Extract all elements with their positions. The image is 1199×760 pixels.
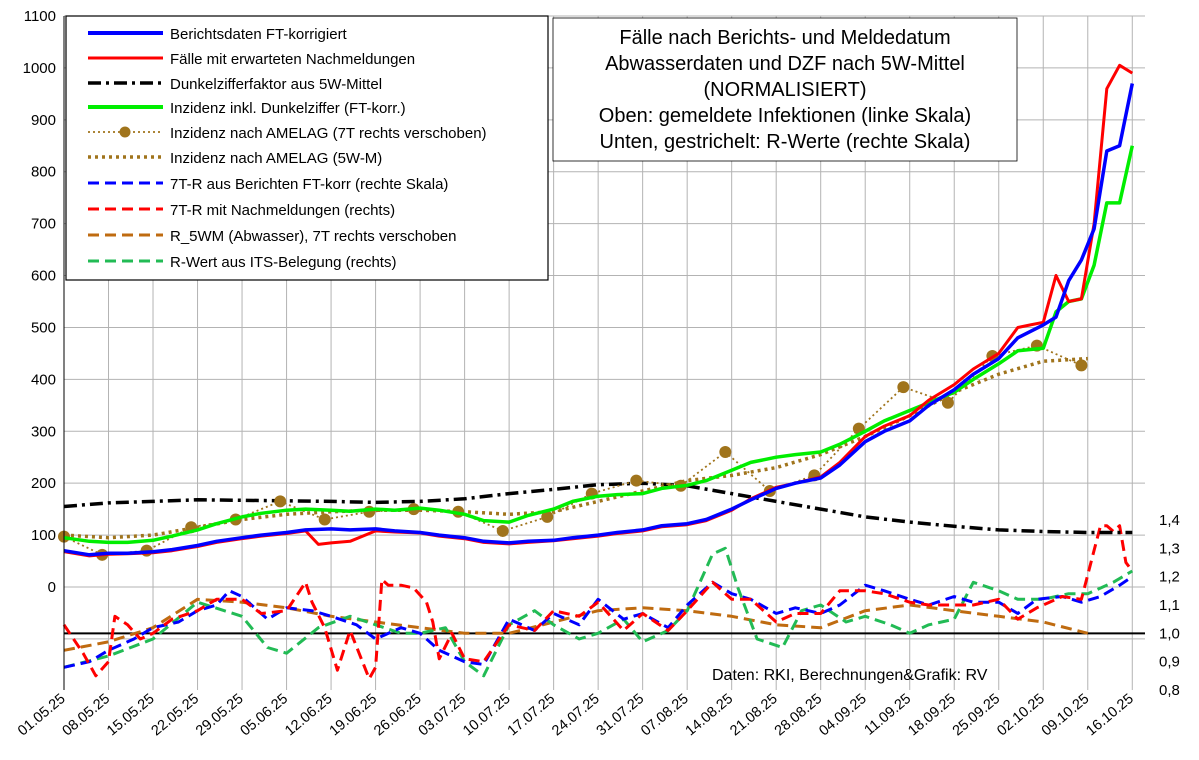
right-axis-ticks: 1,4 1,3 1,2 1,1 1,0 0,9 0,8: [1159, 512, 1180, 699]
right-tick-label: 0,8: [1159, 682, 1180, 699]
left-tick-label: 500: [31, 319, 56, 336]
left-tick-label: 300: [31, 423, 56, 440]
series-line-3: [63, 145, 1135, 545]
left-tick-label: 700: [31, 216, 56, 233]
series-line-4: [63, 344, 1082, 556]
amelag-marker: [719, 446, 732, 459]
legend-label-nachmeldungen: Fälle mit erwarteten Nachmeldungen: [170, 51, 415, 68]
left-tick-label: 200: [31, 475, 56, 492]
legend-marker-amelag-7t: [119, 126, 131, 138]
amelag-marker: [630, 474, 643, 487]
left-tick-label: 900: [31, 112, 56, 129]
chart-title-line-2: Abwasserdaten und DZF nach 5W-Mittel: [605, 53, 965, 75]
series-line-6: [63, 575, 1134, 669]
right-tick-label: 1,3: [1159, 540, 1180, 557]
amelag-marker: [1075, 359, 1088, 372]
amelag-marker: [541, 510, 554, 523]
series-line-2: [63, 481, 1133, 535]
series-line-5: [63, 356, 1088, 540]
amelag-marker: [941, 396, 954, 409]
series-line-0: [63, 83, 1135, 557]
title-box-frame: [552, 17, 1018, 162]
legend-label-berichtsdaten: Berichtsdaten FT-korrigiert: [170, 26, 348, 43]
left-tick-label: 400: [31, 371, 56, 388]
chart-title-line-4: Oben: gemeldete Infektionen (linke Skala…: [599, 105, 971, 127]
chart-title-box: Fälle nach Berichts- und Meldedatum Abwa…: [552, 17, 1018, 162]
left-tick-label: 0: [48, 579, 56, 596]
chart-title-line-3: (NORMALISIERT): [704, 79, 867, 101]
amelag-marker: [318, 513, 331, 526]
legend-label-r-its: R-Wert aus ITS-Belegung (rechts): [170, 254, 396, 271]
left-tick-label: 1100: [24, 8, 56, 25]
series-layer: [58, 63, 1145, 681]
legend-label-amelag-7t: Inzidenz nach AMELAG (7T rechts verschob…: [170, 125, 487, 142]
left-tick-label: 600: [31, 268, 56, 285]
legend-label-7t-r-nachmeldungen: 7T-R mit Nachmeldungen (rechts): [170, 202, 395, 219]
left-tick-label: 100: [31, 527, 56, 544]
data-credit: Daten: RKI, Berechnungen&Grafik: RV: [712, 667, 988, 684]
legend-label-amelag-5wm: Inzidenz nach AMELAG (5W-M): [170, 150, 382, 167]
legend-label-r-5wm-abwasser: R_5WM (Abwasser), 7T rechts verschoben: [170, 228, 457, 245]
legend-label-7t-r-berichte: 7T-R aus Berichten FT-korr (rechte Skala…: [170, 176, 448, 193]
amelag-marker: [897, 381, 910, 394]
left-tick-label: 1000: [23, 60, 56, 77]
legend: Berichtsdaten FT-korrigiert Fälle mit er…: [65, 15, 549, 281]
legend-label-dunkelzifferfaktor: Dunkelzifferfaktor aus 5W-Mittel: [170, 76, 382, 93]
amelag-marker: [274, 495, 287, 508]
right-tick-label: 0,9: [1159, 654, 1180, 671]
right-tick-label: 1,1: [1159, 597, 1180, 614]
left-tick-label: 800: [31, 164, 56, 181]
right-tick-label: 1,2: [1159, 569, 1180, 586]
right-tick-label: 1,0: [1159, 625, 1180, 642]
series-line-7: [62, 524, 1134, 681]
legend-label-inzidenz-dunkelziffer: Inzidenz inkl. Dunkelziffer (FT-korr.): [170, 100, 406, 117]
chart-title-line-5: Unten, gestrichelt: R-Werte (rechte Skal…: [600, 131, 971, 153]
chart-title-line-1: Fälle nach Berichts- und Meldedatum: [619, 27, 950, 49]
amelag-marker: [496, 524, 509, 537]
right-tick-label: 1,4: [1159, 512, 1180, 529]
